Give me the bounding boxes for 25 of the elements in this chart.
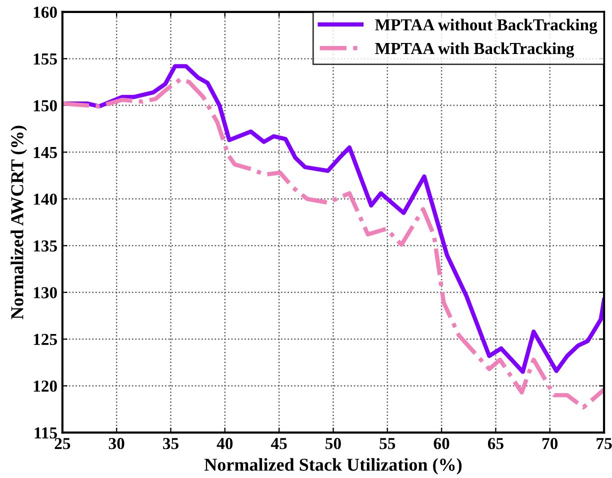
y-axis-title: Normalized AWCRT (%) <box>10 126 28 320</box>
y-tick-label: 130 <box>34 287 57 298</box>
x-axis-title: Normalized Stack Utilization (%) <box>204 458 462 474</box>
x-tick-label: 50 <box>326 438 341 450</box>
x-tick-label: 60 <box>434 438 450 450</box>
y-tick-label: 120 <box>34 380 57 392</box>
x-tick-label: 25 <box>54 438 70 450</box>
x-tick-label: 55 <box>380 438 396 450</box>
y-tick-label: 115 <box>34 427 57 439</box>
y-tick-label: 150 <box>34 100 57 112</box>
y-tick-label: 160 <box>34 6 57 18</box>
x-tick-label: 40 <box>216 438 233 450</box>
y-tick-label: 145 <box>34 146 57 158</box>
x-tick-label: 70 <box>542 438 558 450</box>
legend-label: MPTAA without BackTracking <box>375 18 598 34</box>
y-tick-label: 155 <box>34 53 57 65</box>
y-tick-label: 140 <box>34 194 57 205</box>
x-tick-label: 65 <box>488 438 504 450</box>
x-tick-label: 45 <box>270 438 287 450</box>
x-tick-label: 30 <box>108 438 124 450</box>
x-tick-label: 75 <box>596 438 612 450</box>
legend-label: MPTAA with BackTracking <box>375 42 574 58</box>
x-tick-label: 35 <box>163 438 178 450</box>
y-tick-label: 125 <box>34 334 57 346</box>
y-tick-label: 135 <box>34 240 57 252</box>
